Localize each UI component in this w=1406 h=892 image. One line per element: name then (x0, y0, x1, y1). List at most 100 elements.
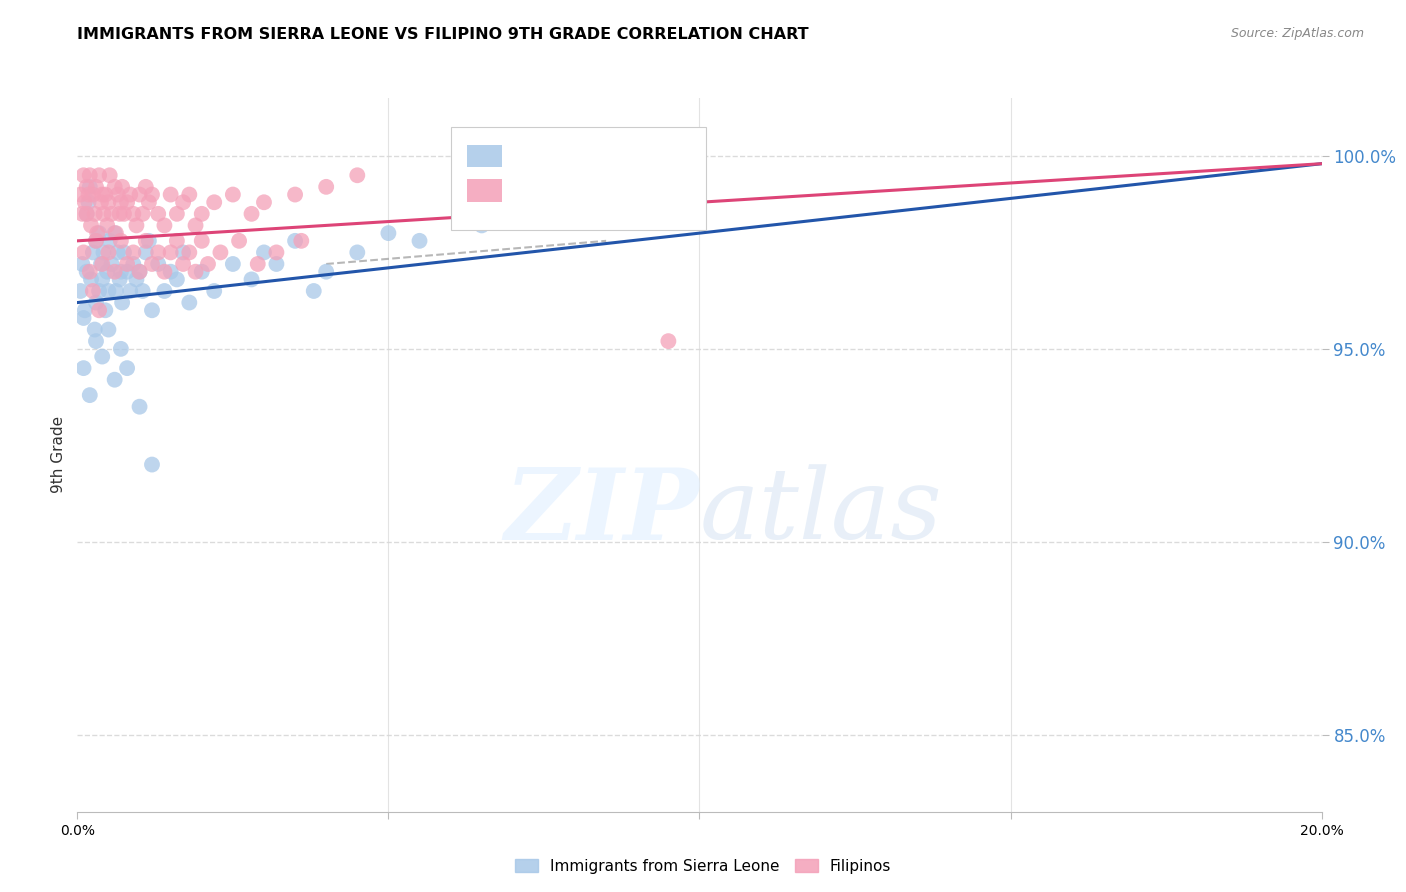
Point (141, 187, 163, 202)
Point (595, 187, 617, 202)
Point (100, 207, 122, 221)
Point (128, 400, 150, 414)
Point (104, 373, 127, 387)
Point (533, 207, 555, 221)
Point (91, 257, 114, 271)
Point (94, 187, 117, 202)
Point (72, 245, 94, 260)
Point (315, 265, 337, 279)
Point (110, 342, 132, 356)
Point (110, 195, 132, 210)
Point (141, 458, 163, 472)
Point (135, 245, 157, 260)
Point (179, 245, 201, 260)
Point (90, 257, 112, 271)
Point (191, 265, 214, 279)
Point (153, 219, 176, 233)
Point (96, 219, 118, 233)
Point (86, 226, 108, 240)
Text: R = 0.148: R = 0.148 (510, 180, 606, 198)
Point (122, 257, 145, 271)
Text: N = 82: N = 82 (613, 180, 678, 198)
Point (138, 195, 160, 210)
Point (84, 234, 107, 248)
Point (107, 187, 129, 202)
Point (84, 234, 107, 248)
Point (94, 303, 117, 318)
Point (91, 350, 114, 364)
FancyBboxPatch shape (451, 127, 706, 230)
Point (166, 234, 188, 248)
Point (83, 207, 105, 221)
Point (80, 272, 103, 286)
Point (131, 207, 153, 221)
Point (115, 361, 138, 376)
Point (166, 272, 188, 286)
Point (91, 272, 114, 286)
Point (125, 272, 148, 286)
Point (96, 265, 118, 279)
Point (125, 219, 148, 233)
Point (93, 207, 115, 221)
Point (253, 245, 276, 260)
Bar (467, 178, 502, 202)
Point (104, 226, 127, 240)
Point (79, 179, 101, 194)
Point (153, 265, 176, 279)
Point (72, 257, 94, 271)
Point (73, 195, 96, 210)
Point (138, 234, 160, 248)
Point (98, 234, 121, 248)
Point (315, 179, 337, 194)
Point (82, 187, 104, 202)
Point (202, 284, 225, 298)
Point (131, 284, 153, 298)
Point (104, 284, 127, 298)
Point (72, 361, 94, 376)
Point (120, 284, 142, 298)
Point (110, 234, 132, 248)
Point (104, 179, 127, 194)
Point (290, 234, 312, 248)
Point (253, 195, 276, 210)
Point (377, 226, 399, 240)
Point (72, 310, 94, 325)
Point (69, 187, 91, 202)
Point (172, 195, 194, 210)
Point (122, 245, 145, 260)
Point (79, 388, 101, 402)
Point (84, 295, 107, 310)
Point (246, 257, 269, 271)
Point (471, 219, 494, 233)
Point (77, 187, 100, 202)
Point (97, 195, 120, 210)
Point (179, 187, 201, 202)
Legend: Immigrants from Sierra Leone, Filipinos: Immigrants from Sierra Leone, Filipinos (509, 853, 897, 880)
Point (115, 257, 138, 271)
Point (111, 179, 134, 194)
Point (148, 257, 170, 271)
Point (228, 234, 250, 248)
Text: R = 0.241: R = 0.241 (510, 145, 606, 163)
Point (209, 245, 232, 260)
Point (69, 284, 91, 298)
Point (108, 272, 131, 286)
Point (148, 245, 170, 260)
Text: N = 70: N = 70 (613, 145, 678, 163)
Point (135, 179, 157, 194)
Point (87, 168, 110, 182)
Point (79, 265, 101, 279)
Point (657, 334, 679, 348)
Text: IMMIGRANTS FROM SIERRA LEONE VS FILIPINO 9TH GRADE CORRELATION CHART: IMMIGRANTS FROM SIERRA LEONE VS FILIPINO… (77, 27, 808, 42)
Point (108, 207, 131, 221)
Point (141, 257, 163, 271)
Point (120, 187, 142, 202)
Point (91, 187, 114, 202)
Point (104, 226, 127, 240)
Point (153, 284, 176, 298)
Point (115, 265, 138, 279)
Point (115, 195, 138, 210)
Text: Source: ZipAtlas.com: Source: ZipAtlas.com (1230, 27, 1364, 40)
Point (79, 168, 101, 182)
Point (179, 295, 201, 310)
